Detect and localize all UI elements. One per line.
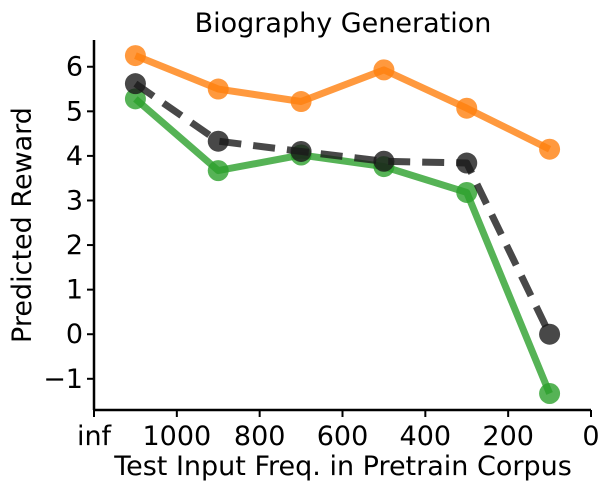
series-0-point (124, 45, 146, 67)
axes (92, 40, 591, 412)
y-tick-label: 0 (66, 319, 83, 350)
x-tick-label: 800 (234, 421, 286, 452)
x-tick-label: 400 (400, 421, 452, 452)
series-1-point (207, 160, 229, 182)
y-tick-label: −1 (43, 364, 83, 395)
y-tick-label: 2 (66, 230, 83, 261)
series-2-point (207, 130, 229, 152)
series-2-point (456, 152, 478, 174)
x-tick-label: 600 (317, 421, 369, 452)
y-tick-label: 4 (66, 141, 83, 172)
series-1-point (456, 181, 478, 203)
y-axis-label: Predicted Reward (7, 107, 38, 343)
series-1-point (124, 88, 146, 110)
y-tick-label: 1 (66, 275, 83, 306)
chart-title: Biography Generation (195, 8, 492, 39)
series-0-line (134, 52, 552, 153)
series-1-line (133, 96, 553, 395)
series-0-point (290, 91, 312, 113)
y-tick-label: 5 (66, 96, 83, 127)
series-0-point (207, 78, 229, 100)
series-2-point (373, 150, 395, 172)
series-2-line (133, 80, 553, 336)
x-tick-label: inf (77, 421, 113, 452)
y-ticks: 6 5 4 3 2 1 0 −1 (43, 52, 94, 395)
x-ticks: inf 1000 800 600 400 200 0 (77, 410, 600, 452)
series-1-point (539, 383, 561, 405)
x-tick-label: 1000 (142, 421, 211, 452)
series-0-point (456, 97, 478, 119)
x-tick-label: 200 (482, 421, 534, 452)
y-tick-label: 3 (66, 185, 83, 216)
x-tick-label: 0 (582, 421, 599, 452)
series-layer (124, 45, 561, 405)
series-0-point (373, 59, 395, 81)
series-0-point (539, 138, 561, 160)
series-2-point (290, 140, 312, 162)
series-2-point (539, 323, 561, 345)
y-tick-label: 6 (66, 52, 83, 83)
series-2-point (124, 73, 146, 95)
x-axis-label: Test Input Freq. in Pretrain Corpus (113, 451, 572, 482)
